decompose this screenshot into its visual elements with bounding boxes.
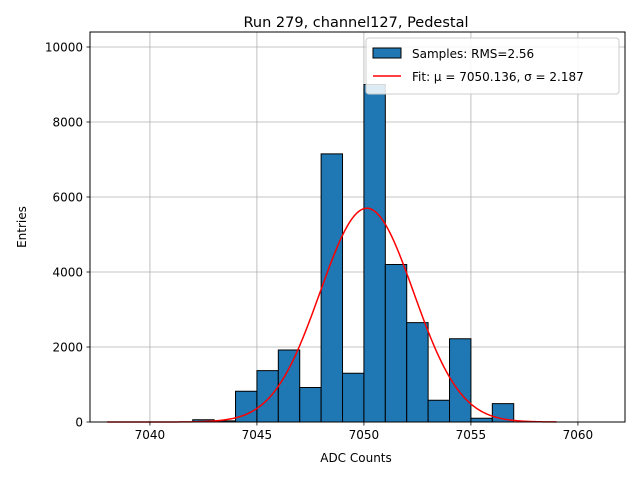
x-tick-label: 7045 — [242, 428, 273, 442]
chart-title: Run 279, channel127, Pedestal — [243, 15, 468, 31]
y-tick-label: 0 — [75, 416, 83, 430]
y-axis-label: Entries — [15, 206, 29, 248]
histogram-bar — [470, 417, 493, 423]
x-tick-label: 7040 — [135, 428, 166, 442]
x-axis-ticks: 7040 7045 7050 7055 7060 — [135, 422, 594, 442]
histogram-bar — [406, 322, 429, 423]
y-tick-label: 4000 — [52, 266, 83, 280]
x-tick-label: 7055 — [456, 428, 487, 442]
histogram-bar — [427, 399, 451, 423]
histogram-bar — [384, 264, 408, 423]
x-axis-label: ADC Counts — [320, 451, 392, 465]
legend-samples-swatch — [372, 47, 402, 59]
y-tick-label: 8000 — [52, 116, 83, 130]
histogram-bar — [277, 349, 301, 423]
x-tick-label: 7060 — [563, 428, 594, 442]
legend: Samples: RMS=2.56 Fit: μ = 7050.136, σ =… — [365, 37, 620, 95]
histogram-bar — [449, 338, 472, 423]
plot-frame — [89, 31, 626, 423]
histogram-bars — [192, 84, 515, 423]
y-tick-label: 6000 — [52, 191, 83, 205]
legend-samples-label: Samples: RMS=2.56 — [412, 47, 534, 61]
y-axis-ticks: 0 2000 4000 6000 8000 10000 — [45, 41, 90, 430]
histogram-bar — [256, 370, 279, 423]
legend-box — [365, 37, 620, 95]
y-tick-label: 10000 — [45, 41, 83, 55]
histogram-bar — [363, 84, 386, 423]
histogram-bar — [299, 387, 322, 423]
x-tick-label: 7050 — [349, 428, 380, 442]
histogram-bar — [342, 372, 365, 423]
histogram-bar — [320, 153, 344, 423]
y-tick-label: 2000 — [52, 341, 83, 355]
legend-fit-label: Fit: μ = 7050.136, σ = 2.187 — [412, 70, 584, 84]
